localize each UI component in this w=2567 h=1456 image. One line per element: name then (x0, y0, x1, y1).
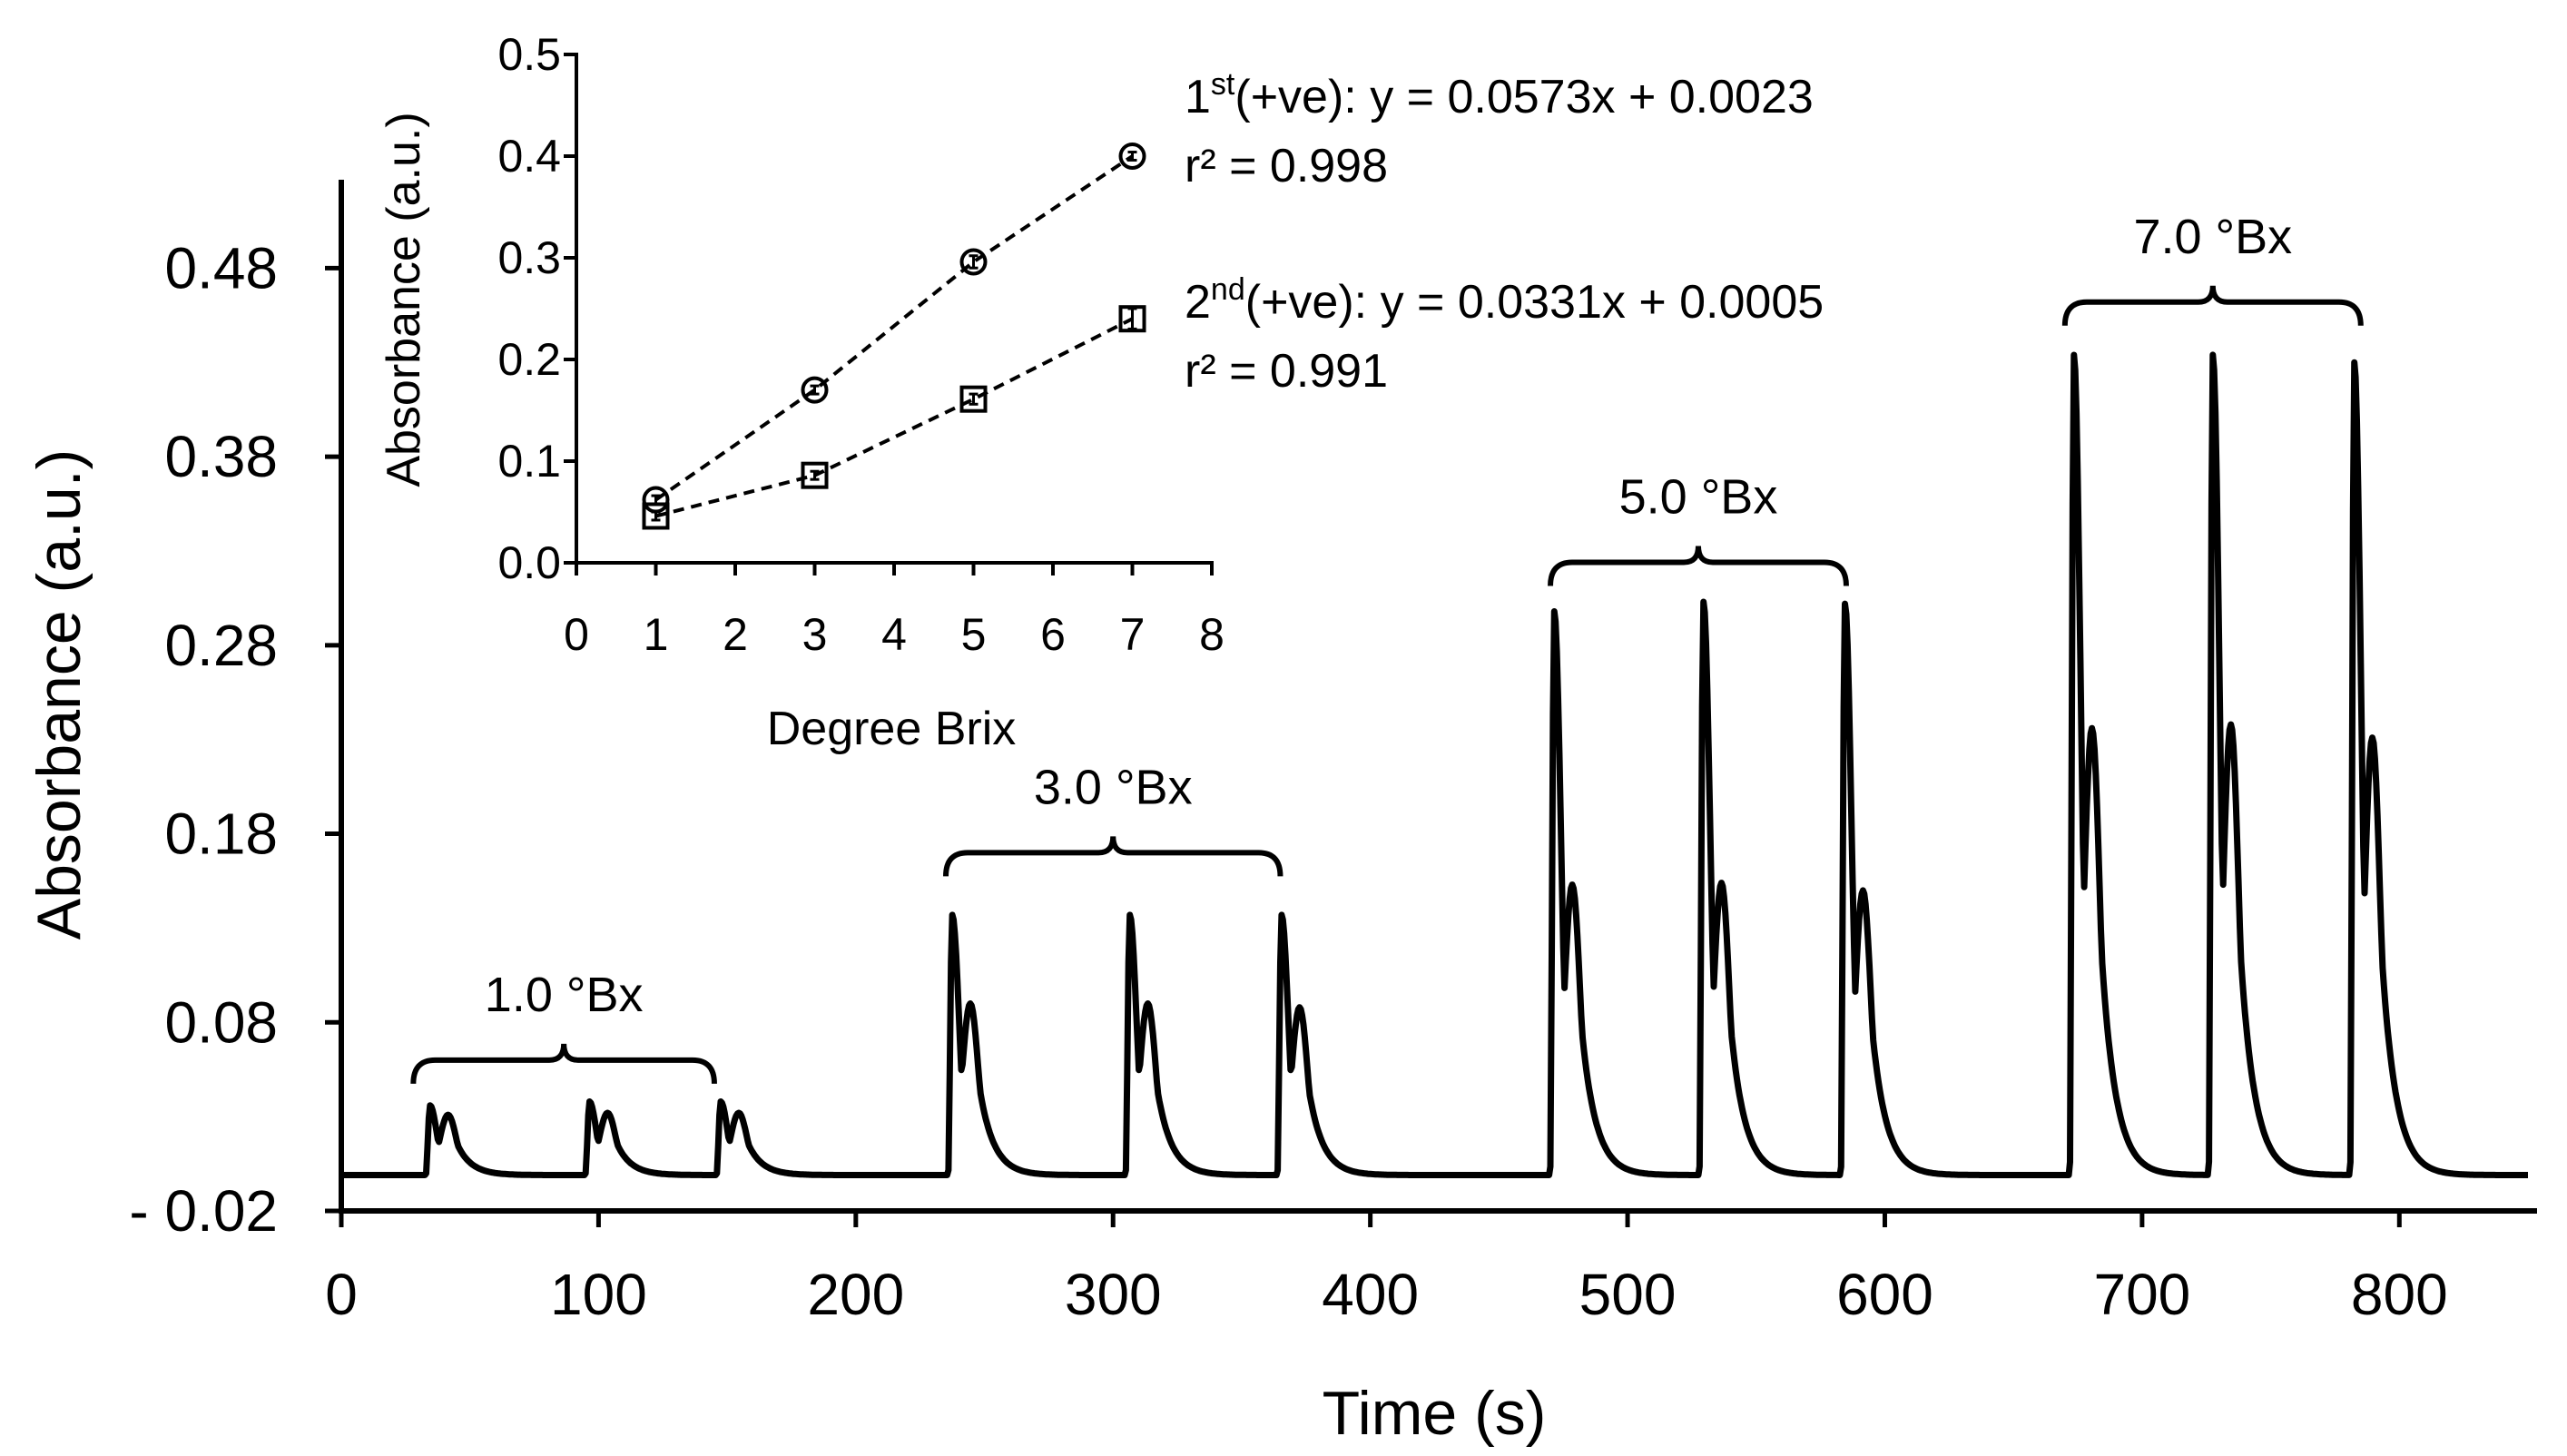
fit-line-2 (655, 317, 1134, 518)
main-plot: 0 100 200 300 400 500 600 700 800 - 0.020.080.18… (25, 180, 2537, 1448)
main-x-tick-label: 200 (807, 1262, 904, 1327)
main-x-tick-label: 400 (1322, 1262, 1419, 1327)
main-y-tick-label: - 0.02 (129, 1178, 278, 1244)
inset-x-tick-label: 1 (644, 609, 669, 660)
inset-y-tick-label: 0.0 (497, 537, 561, 588)
main-x-tick-label: 500 (1579, 1262, 1677, 1327)
inset-x-tick-label: 4 (881, 609, 907, 660)
inset-y-tick-label: 0.4 (497, 131, 561, 182)
inset-x-tick-label: 3 (802, 609, 828, 660)
main-y-tick-label: 0.38 (164, 424, 278, 489)
data-point-square (959, 385, 988, 413)
inset-y-tick-label: 0.3 (497, 232, 561, 283)
main-y-tick-label: 0.28 (164, 613, 278, 678)
data-point-square (642, 502, 670, 530)
main-x-tick-label: 300 (1065, 1262, 1162, 1327)
data-point-circle (801, 376, 829, 404)
main-x-tick-label: 700 (2093, 1262, 2190, 1327)
main-y-tick-label: 0.08 (164, 989, 278, 1055)
inset-x-tick-label: 5 (961, 609, 987, 660)
inset-x-tick-label: 0 (564, 609, 589, 660)
group-label: 5.0 °Bx (1619, 469, 1778, 524)
inset-x-tick-label: 7 (1120, 609, 1146, 660)
absorbance-trace (339, 351, 2531, 1178)
main-y-tick-label: 0.18 (164, 802, 278, 867)
group-bracket (943, 836, 1284, 877)
inset-plot: 0 1 2 3 4 5 6 7 8 0.0 0.1 0.2 0.3 0.4 0.5 Degree Brix… (378, 29, 1824, 755)
inset-y-axis-title: Absorbance (a.u.) (378, 112, 430, 487)
main-x-axis-title: Time (s) (1323, 1379, 1547, 1448)
group-label: 3.0 °Bx (1034, 760, 1193, 814)
inset-y-tick-label: 0.1 (497, 436, 561, 487)
main-x-tick-label: 600 (1836, 1262, 1933, 1327)
main-x-tick-label: 0 (325, 1262, 358, 1327)
fit-line-1 (654, 154, 1134, 502)
main-x-tick-label: 100 (550, 1262, 647, 1327)
data-point-square (801, 461, 829, 489)
data-point-circle (1118, 143, 1146, 170)
inset-y-tick-label: 0.5 (497, 29, 561, 80)
main-y-tick-label: 0.48 (164, 235, 278, 300)
group-label: 1.0 °Bx (485, 968, 644, 1022)
fit-equation-1: 1st(+ve): y = 0.0573x + 0.0023 (1185, 67, 1814, 123)
inset-x-tick-label: 2 (723, 609, 748, 660)
group-bracket (2061, 285, 2364, 326)
main-y-axis-title: Absorbance (a.u.) (25, 449, 93, 940)
main-x-tick-label: 800 (2351, 1262, 2448, 1327)
fit-r2-1: r² = 0.998 (1185, 140, 1388, 192)
group-label: 7.0 °Bx (2133, 210, 2292, 264)
inset-x-tick-label: 8 (1199, 609, 1224, 660)
inset-x-tick-label: 6 (1040, 609, 1066, 660)
data-point-circle (959, 248, 988, 276)
fit-equation-2: 2nd(+ve): y = 0.0331x + 0.0005 (1185, 272, 1824, 329)
fit-r2-2: r² = 0.991 (1185, 345, 1388, 398)
inset-y-tick-label: 0.2 (497, 334, 561, 385)
inset-x-axis-title: Degree Brix (767, 703, 1017, 755)
data-point-square (1118, 305, 1146, 333)
group-bracket (1548, 546, 1849, 586)
group-bracket (410, 1043, 717, 1084)
